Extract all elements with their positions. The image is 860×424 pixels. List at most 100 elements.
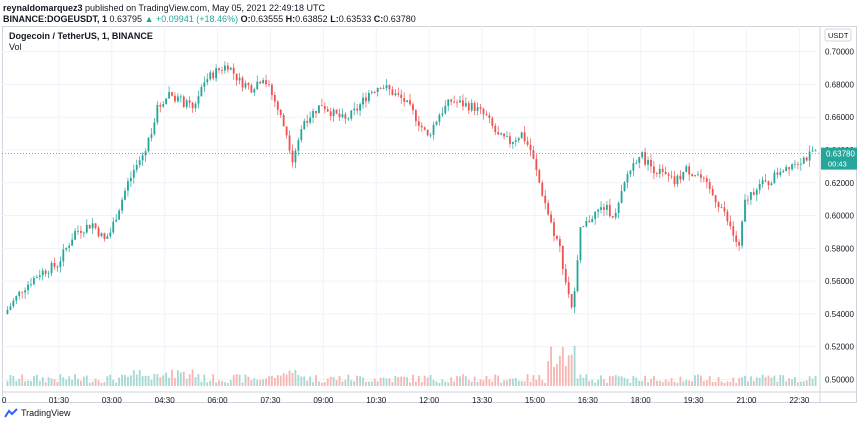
candle-body [705, 178, 708, 183]
candle-body [273, 95, 276, 102]
candle-body [685, 166, 688, 173]
y-tick-label: 0.58000 [825, 244, 854, 253]
volume-bar [112, 379, 115, 386]
x-tick-label: 04:30 [155, 396, 176, 403]
volume-bar [447, 382, 450, 386]
candle-body [629, 170, 632, 175]
volume-bar [764, 377, 767, 386]
candle-body [691, 174, 694, 176]
candle-body [74, 231, 76, 240]
volume-bar [203, 374, 206, 386]
candle-body [129, 177, 132, 182]
candle-body [9, 306, 12, 310]
volume-bar [138, 369, 141, 386]
volume-bar [467, 379, 470, 386]
candle-body [218, 68, 220, 71]
volume-bar [456, 376, 458, 386]
volume-bar [655, 380, 658, 386]
candle-body [50, 262, 53, 274]
volume-bar [279, 375, 282, 386]
candle-body [600, 207, 602, 210]
candle-body [332, 109, 335, 117]
publisher-name[interactable]: reynaldomarquez3 [3, 3, 83, 13]
candle-body [426, 129, 429, 136]
volume-bar [56, 381, 59, 386]
volume-bar [47, 377, 50, 386]
candle-body [109, 232, 112, 237]
volume-bar [591, 379, 594, 386]
chart-legend-title: Dogecoin / TetherUS, 1, BINANCE [9, 31, 153, 41]
candle-body [182, 96, 185, 107]
volume-bar [744, 375, 746, 386]
candle-body [276, 101, 279, 110]
volume-bar [500, 382, 503, 386]
candle-body [567, 282, 570, 295]
volume-bar [50, 378, 53, 386]
candle-body [176, 96, 179, 102]
candle-body [141, 155, 144, 161]
footer-brand[interactable]: TradingView [21, 408, 71, 418]
volume-bar [38, 380, 41, 386]
candle-body [476, 107, 479, 111]
candle-body [185, 100, 188, 107]
volume-bar [661, 382, 664, 386]
volume-bar [626, 378, 629, 386]
candle-body [764, 180, 767, 182]
high-value: 0.63852 [295, 14, 328, 24]
volume-bar [653, 376, 655, 386]
volume-bar [738, 378, 741, 386]
candle-body [494, 125, 497, 133]
candle-body [735, 235, 738, 242]
volume-bar [732, 377, 735, 386]
volume-bar [53, 379, 56, 386]
y-tick-label: 0.68000 [825, 80, 854, 89]
candle-body [144, 151, 147, 156]
candle-body [450, 99, 453, 102]
volume-bar [558, 355, 561, 386]
candle-body [71, 239, 74, 246]
volume-bar [723, 382, 726, 386]
price-change: ▲ +0.09941 (+18.46%) [144, 14, 239, 24]
candle-body [323, 106, 326, 110]
volume-bar [638, 380, 641, 386]
candle-body [12, 300, 15, 307]
candle-body [6, 309, 9, 314]
candle-body [544, 195, 547, 204]
candle-body [370, 91, 373, 93]
candle-body [700, 174, 702, 178]
volume-bar [273, 378, 276, 386]
volume-bar [127, 376, 129, 386]
volume-bar [426, 377, 429, 386]
volume-bar [209, 380, 212, 386]
volume-bar [808, 376, 811, 386]
candle-body [291, 150, 294, 163]
volume-bar [814, 376, 817, 386]
price-chart[interactable]: 0.700000.680000.660000.640000.620000.600… [2, 26, 857, 403]
candle-body [538, 170, 541, 183]
candle-body [53, 262, 56, 267]
volume-bar [511, 378, 514, 386]
candle-body [723, 207, 726, 212]
volume-bar [224, 382, 226, 386]
volume-bar [106, 376, 109, 386]
volume-bar [479, 379, 482, 386]
candle-body [541, 182, 544, 196]
volume-bar [129, 375, 132, 386]
candle-body [56, 266, 59, 268]
volume-bar [344, 379, 347, 386]
volume-bar [476, 381, 479, 386]
candle-body [799, 163, 802, 165]
volume-bar [529, 381, 532, 386]
volume-bar [238, 374, 241, 386]
candle-body [582, 226, 585, 228]
candle-body [382, 88, 385, 89]
candle-body [356, 108, 359, 111]
volume-bar [91, 381, 94, 386]
candle-body [670, 175, 673, 177]
footer: TradingView [4, 408, 71, 418]
volume-bar [288, 370, 291, 386]
volume-bar [80, 380, 82, 386]
volume-bar [391, 381, 394, 386]
x-tick-label: 16:30 [578, 396, 599, 403]
volume-bar [620, 376, 623, 386]
